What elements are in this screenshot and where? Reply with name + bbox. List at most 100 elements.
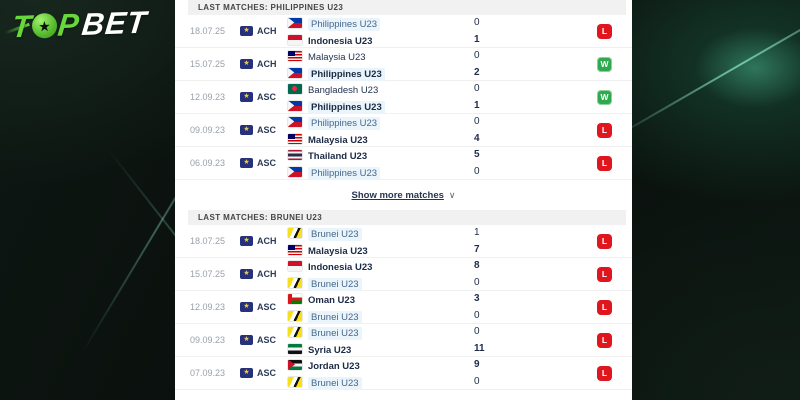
away-team-flag-icon (288, 244, 302, 255)
home-team-line: Brunei U23 0 (288, 325, 597, 340)
home-team-line: Philippines U23 0 (288, 115, 597, 130)
away-team-name[interactable]: Indonesia U23 (308, 35, 373, 47)
teams-column: Oman U23 3 Brunei U23 0 (288, 292, 597, 324)
home-team-line: Jordan U23 9 (288, 358, 597, 372)
home-team-name[interactable]: Thailand U23 (308, 150, 368, 162)
home-team-line: Malaysia U23 0 (288, 49, 597, 63)
competition-code: ACH (257, 236, 277, 246)
home-team-flag-icon (288, 260, 302, 271)
away-team-name[interactable]: Brunei U23 (308, 310, 362, 324)
away-team-flag-icon (288, 133, 302, 144)
matches-list-brunei: 18.07.25 ★ ACH Brunei U23 1 Malaysia U23… (175, 225, 632, 390)
competition-icon: ★ (240, 125, 253, 135)
competition: ★ ASC (240, 302, 288, 312)
home-team-name[interactable]: Oman U23 (308, 294, 355, 306)
home-team-score: 8 (474, 260, 480, 271)
match-date: 18.07.25 (190, 26, 226, 36)
competition-icon: ★ (240, 236, 253, 246)
home-team-score: 3 (474, 293, 480, 304)
logo-o-circle: ★ (31, 12, 58, 39)
logo-bet-text: BET (79, 4, 149, 42)
away-team-score: 0 (474, 310, 480, 321)
away-team-score: 2 (474, 67, 480, 78)
match-date: 09.09.23 (190, 125, 226, 135)
match-row: 09.09.23 ★ ASC Philippines U23 0 Malaysi… (175, 114, 632, 147)
competition-icon: ★ (240, 59, 253, 69)
competition-code: ASC (257, 335, 277, 345)
teams-column: Malaysia U23 0 Philippines U23 2 (288, 49, 597, 81)
match-date: 12.09.23 (190, 302, 226, 312)
away-team-score: 1 (474, 34, 480, 45)
result-badge: L (597, 299, 612, 315)
home-team-flag-icon (288, 359, 302, 370)
home-team-line: Philippines U23 0 (288, 16, 597, 31)
away-team-name[interactable]: Brunei U23 (308, 277, 362, 291)
home-team-name[interactable]: Malaysia U23 (308, 51, 366, 63)
away-team-score: 0 (474, 166, 480, 177)
home-team-line: Brunei U23 1 (288, 226, 597, 241)
home-team-line: Thailand U23 5 (288, 148, 597, 162)
result-badge: W (597, 89, 612, 105)
home-team-name[interactable]: Indonesia U23 (308, 261, 373, 273)
away-team-name[interactable]: Philippines U23 (308, 67, 385, 81)
home-team-line: Bangladesh U23 0 (288, 82, 597, 96)
match-row: 07.09.23 ★ ASC Jordan U23 9 Brunei U23 0… (175, 357, 632, 390)
competition-icon: ★ (240, 368, 253, 378)
match-date: 07.09.23 (190, 368, 226, 378)
home-team-flag-icon (288, 326, 302, 337)
competition-code: ACH (257, 269, 277, 279)
away-team-name[interactable]: Syria U23 (308, 344, 352, 356)
home-team-flag-icon (288, 83, 302, 94)
home-team-flag-icon (288, 227, 302, 238)
away-team-score: 4 (474, 133, 480, 144)
home-team-name[interactable]: Jordan U23 (308, 360, 360, 372)
competition: ★ ACH (240, 59, 288, 69)
show-more-matches-button[interactable]: Show more matches ∨ (175, 180, 632, 210)
home-team-score: 0 (474, 17, 480, 28)
competition-code: ASC (257, 92, 277, 102)
away-team-score: 0 (474, 376, 480, 387)
chevron-down-icon: ∨ (448, 189, 456, 200)
away-team-flag-icon (288, 310, 302, 321)
away-team-score: 1 (474, 100, 480, 111)
away-team-flag-icon (288, 166, 302, 177)
match-row: 06.09.23 ★ ASC Thailand U23 5 Philippine… (175, 147, 632, 180)
competition-icon: ★ (240, 158, 253, 168)
competition-code: ACH (257, 26, 277, 36)
away-team-flag-icon (288, 100, 302, 111)
home-team-score: 0 (474, 50, 480, 61)
home-team-name[interactable]: Philippines U23 (308, 17, 381, 31)
match-row: 18.07.25 ★ ACH Brunei U23 1 Malaysia U23… (175, 225, 632, 258)
match-date: 15.07.25 (190, 59, 226, 69)
competition-code: ASC (257, 125, 277, 135)
home-team-score: 5 (474, 149, 480, 160)
away-team-flag-icon (288, 277, 302, 288)
home-team-name[interactable]: Bangladesh U23 (308, 84, 379, 96)
away-team-name[interactable]: Philippines U23 (308, 100, 385, 114)
competition: ★ ACH (240, 236, 288, 246)
away-team-flag-icon (288, 34, 302, 45)
home-team-flag-icon (288, 50, 302, 61)
section-header-brunei: LAST MATCHES: BRUNEI U23 (188, 210, 626, 225)
competition: ★ ASC (240, 125, 288, 135)
home-team-flag-icon (288, 116, 302, 127)
away-team-line: Malaysia U23 4 (288, 132, 597, 146)
topbet-logo[interactable]: T ★ P BET (4, 4, 149, 44)
home-team-name[interactable]: Brunei U23 (308, 326, 362, 340)
home-team-flag-icon (288, 149, 302, 160)
result-badge: W (597, 56, 612, 72)
star-icon: ★ (37, 17, 52, 34)
away-team-name[interactable]: Malaysia U23 (308, 134, 368, 146)
competition-icon: ★ (240, 26, 253, 36)
competition-icon: ★ (240, 269, 253, 279)
home-team-name[interactable]: Brunei U23 (308, 227, 362, 241)
home-team-name[interactable]: Philippines U23 (308, 116, 381, 130)
away-team-name[interactable]: Malaysia U23 (308, 245, 368, 257)
away-team-name[interactable]: Philippines U23 (308, 166, 381, 180)
match-date: 15.07.25 (190, 269, 226, 279)
home-team-line: Indonesia U23 8 (288, 259, 597, 273)
away-team-name[interactable]: Brunei U23 (308, 376, 362, 390)
home-team-flag-icon (288, 293, 302, 304)
result-badge: L (597, 266, 612, 282)
result-badge: L (597, 23, 612, 39)
